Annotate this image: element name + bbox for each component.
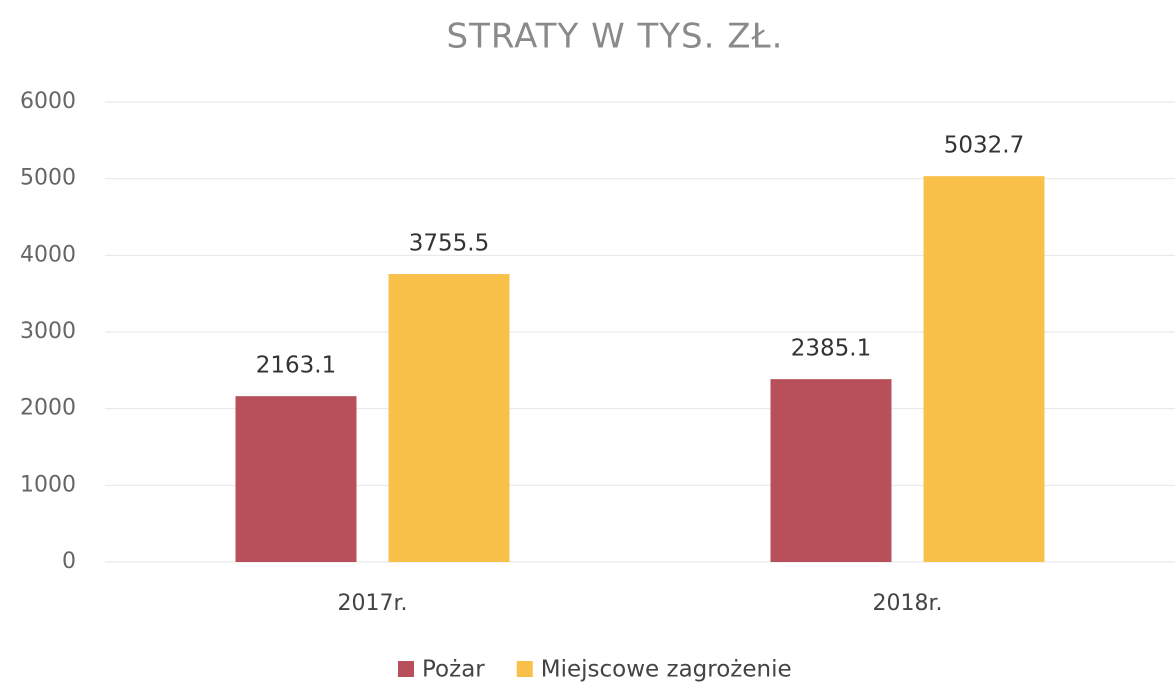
data-label: 2163.1 [256,353,336,379]
x-tick-label: 2018r. [872,591,942,616]
legend-label: Pożar [422,657,485,683]
bar [388,274,510,562]
data-label: 2385.1 [791,336,871,362]
y-tick-label: 2000 [20,396,76,421]
chart-title: STRATY W TYS. ZŁ. [447,17,784,57]
y-tick-label: 0 [62,549,76,574]
legend-label: Miejscowe zagrożenie [541,657,792,683]
bar [923,176,1045,562]
y-tick-label: 4000 [20,242,76,267]
legend-swatch [398,661,414,677]
data-label: 3755.5 [409,231,489,257]
bar [770,379,892,562]
y-tick-label: 5000 [20,166,76,191]
bar [235,396,357,562]
y-tick-label: 1000 [20,472,76,497]
data-label: 5032.7 [944,133,1024,159]
y-tick-label: 6000 [20,89,76,114]
legend-swatch [516,661,533,677]
x-tick-label: 2017r. [337,591,407,616]
y-tick-label: 3000 [20,319,76,344]
